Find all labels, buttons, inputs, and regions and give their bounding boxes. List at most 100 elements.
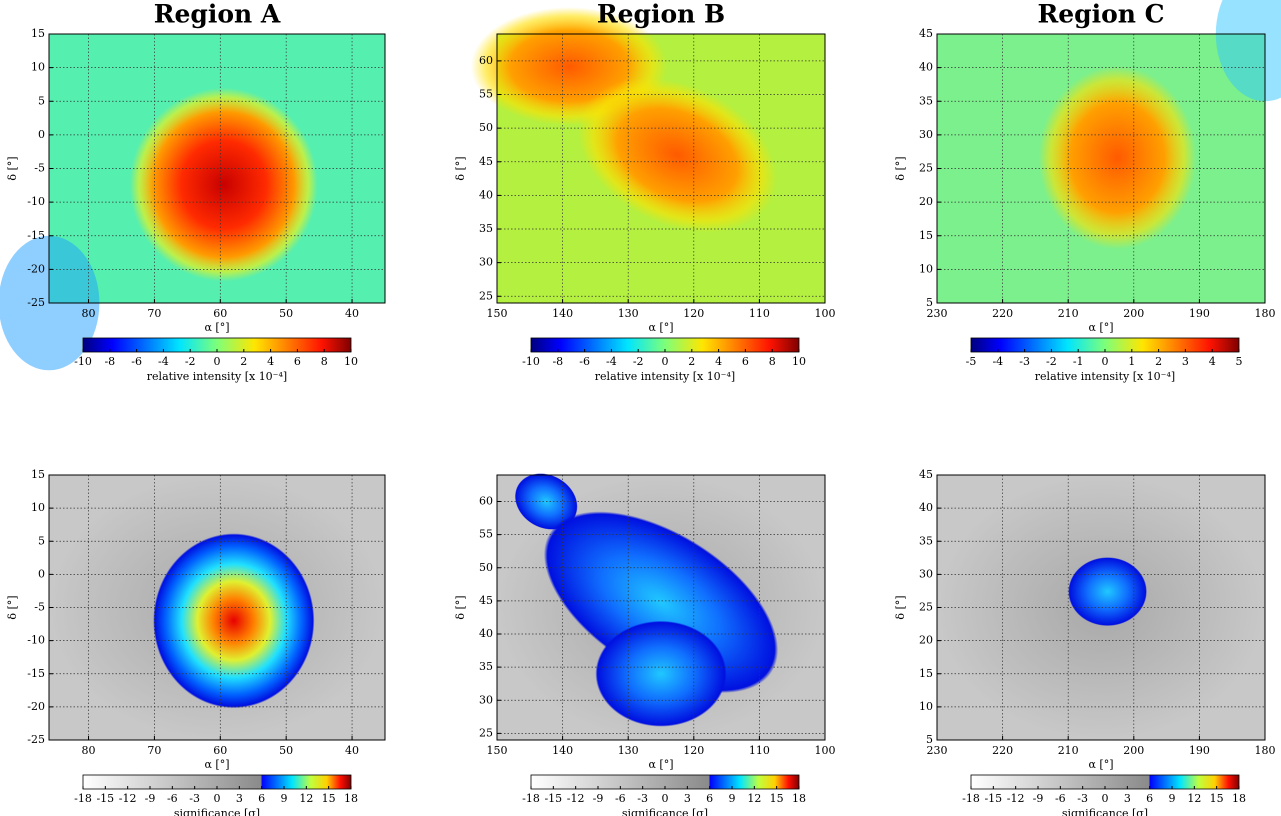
x-axis-label: α [°] xyxy=(204,758,229,771)
colorbar-tick-label: 5 xyxy=(1236,355,1243,368)
x-axis-label: α [°] xyxy=(1088,321,1113,334)
y-tick-label: 10 xyxy=(31,61,45,74)
x-tick-label: 50 xyxy=(279,744,293,757)
x-tick-label: 60 xyxy=(213,307,227,320)
x-tick-label: 150 xyxy=(487,307,508,320)
colorbar-tick-label: -3 xyxy=(189,792,200,805)
x-tick-label: 230 xyxy=(927,307,948,320)
x-tick-label: 140 xyxy=(552,307,573,320)
x-tick-label: 100 xyxy=(815,744,836,757)
colorbar-tick-label: -9 xyxy=(1033,792,1044,805)
y-tick-label: 15 xyxy=(919,229,933,242)
y-tick-label: 35 xyxy=(919,534,933,547)
y-tick-label: 40 xyxy=(919,501,933,514)
x-tick-label: 80 xyxy=(82,744,96,757)
colorbar-tick-label: 0 xyxy=(662,355,669,368)
y-tick-label: 10 xyxy=(31,501,45,514)
y-tick-label: 20 xyxy=(919,195,933,208)
y-tick-label: -25 xyxy=(27,733,45,746)
colorbar-tick-label: -10 xyxy=(74,355,92,368)
colorbar-tick-label: -3 xyxy=(1019,355,1030,368)
colorbar-tick-label: 1 xyxy=(1128,355,1135,368)
x-tick-label: 190 xyxy=(1189,307,1210,320)
y-tick-label: -25 xyxy=(27,296,45,309)
colorbar-label: relative intensity [x 10⁻⁴] xyxy=(147,370,287,383)
x-tick-label: 210 xyxy=(1058,307,1079,320)
colorbar-tick-label: -2 xyxy=(1046,355,1057,368)
y-tick-label: 5 xyxy=(926,296,933,309)
y-tick-label: 10 xyxy=(919,700,933,713)
y-tick-label: 45 xyxy=(919,468,933,481)
colorbar-tick-label: 15 xyxy=(1210,792,1224,805)
map-feature xyxy=(129,87,318,282)
map-feature xyxy=(153,533,315,709)
y-tick-label: 35 xyxy=(479,660,493,673)
colorbar-tick-label: 9 xyxy=(281,792,288,805)
colorbar-tick-label: -3 xyxy=(637,792,648,805)
x-tick-label: 190 xyxy=(1189,744,1210,757)
colorbar-tick-label: -18 xyxy=(522,792,540,805)
colorbar-tick-label: 4 xyxy=(715,355,722,368)
x-tick-label: 180 xyxy=(1255,744,1276,757)
colorbar-tick-label: -5 xyxy=(966,355,977,368)
panel-title: Region A xyxy=(154,0,281,29)
map-feature xyxy=(543,511,779,694)
y-tick-label: 55 xyxy=(479,88,493,101)
y-tick-label: 25 xyxy=(919,601,933,614)
colorbar-tick-label: -15 xyxy=(544,792,562,805)
x-tick-label: 40 xyxy=(345,307,359,320)
colorbar-tick-label: -8 xyxy=(552,355,563,368)
y-tick-label: -20 xyxy=(27,262,45,275)
x-tick-label: 200 xyxy=(1123,744,1144,757)
y-tick-label: -5 xyxy=(34,162,45,175)
y-tick-label: 40 xyxy=(919,61,933,74)
colorbar-tick-label: -15 xyxy=(984,792,1002,805)
colorbar-tick-label: -6 xyxy=(615,792,626,805)
colorbar-tick-label: 9 xyxy=(729,792,736,805)
y-tick-label: 30 xyxy=(919,567,933,580)
y-tick-label: 40 xyxy=(479,627,493,640)
colorbar-tick-label: 15 xyxy=(322,792,336,805)
map-feature xyxy=(1068,557,1147,627)
colorbar-tick-label: -18 xyxy=(74,792,92,805)
x-tick-label: 130 xyxy=(618,307,639,320)
colorbar-tick-label: 0 xyxy=(1102,792,1109,805)
colorbar-tick-label: 0 xyxy=(662,792,669,805)
colorbar-label: relative intensity [x 10⁻⁴] xyxy=(1035,370,1175,383)
y-axis-label: δ [°] xyxy=(894,595,907,619)
colorbar-tick-label: 18 xyxy=(344,792,358,805)
x-tick-label: 110 xyxy=(749,307,770,320)
colorbar-tick-label: -12 xyxy=(567,792,585,805)
colorbar-tick-label: 10 xyxy=(792,355,806,368)
plot-frame xyxy=(48,474,386,741)
colorbar-tick-label: 3 xyxy=(1182,355,1189,368)
colorbar-tick-label: 3 xyxy=(236,792,243,805)
colorbar-tick-label: 0 xyxy=(214,792,221,805)
x-tick-label: 120 xyxy=(683,307,704,320)
x-tick-label: 100 xyxy=(815,307,836,320)
x-tick-label: 140 xyxy=(552,744,573,757)
plot-frame xyxy=(936,474,1266,741)
colorbar-tick-label: 2 xyxy=(688,355,695,368)
x-tick-label: 70 xyxy=(147,744,161,757)
colorbar-label: significance [σ] xyxy=(622,807,708,816)
colorbar-tick-label: 12 xyxy=(299,792,313,805)
colorbar-tick-label: 12 xyxy=(1187,792,1201,805)
y-axis-label: δ [°] xyxy=(454,156,467,180)
colorbar-tick-label: 4 xyxy=(1209,355,1216,368)
y-tick-label: 30 xyxy=(479,256,493,269)
y-tick-label: 15 xyxy=(31,27,45,40)
x-axis-label: α [°] xyxy=(204,321,229,334)
colorbar-tick-label: 18 xyxy=(792,792,806,805)
x-tick-label: 50 xyxy=(279,307,293,320)
colorbar-tick-label: -3 xyxy=(1077,792,1088,805)
x-tick-label: 200 xyxy=(1123,307,1144,320)
map-feature xyxy=(1038,66,1197,250)
colorbar-tick-label: 2 xyxy=(1155,355,1162,368)
colorbar-tick-label: 15 xyxy=(770,792,784,805)
y-tick-label: 25 xyxy=(479,289,493,302)
